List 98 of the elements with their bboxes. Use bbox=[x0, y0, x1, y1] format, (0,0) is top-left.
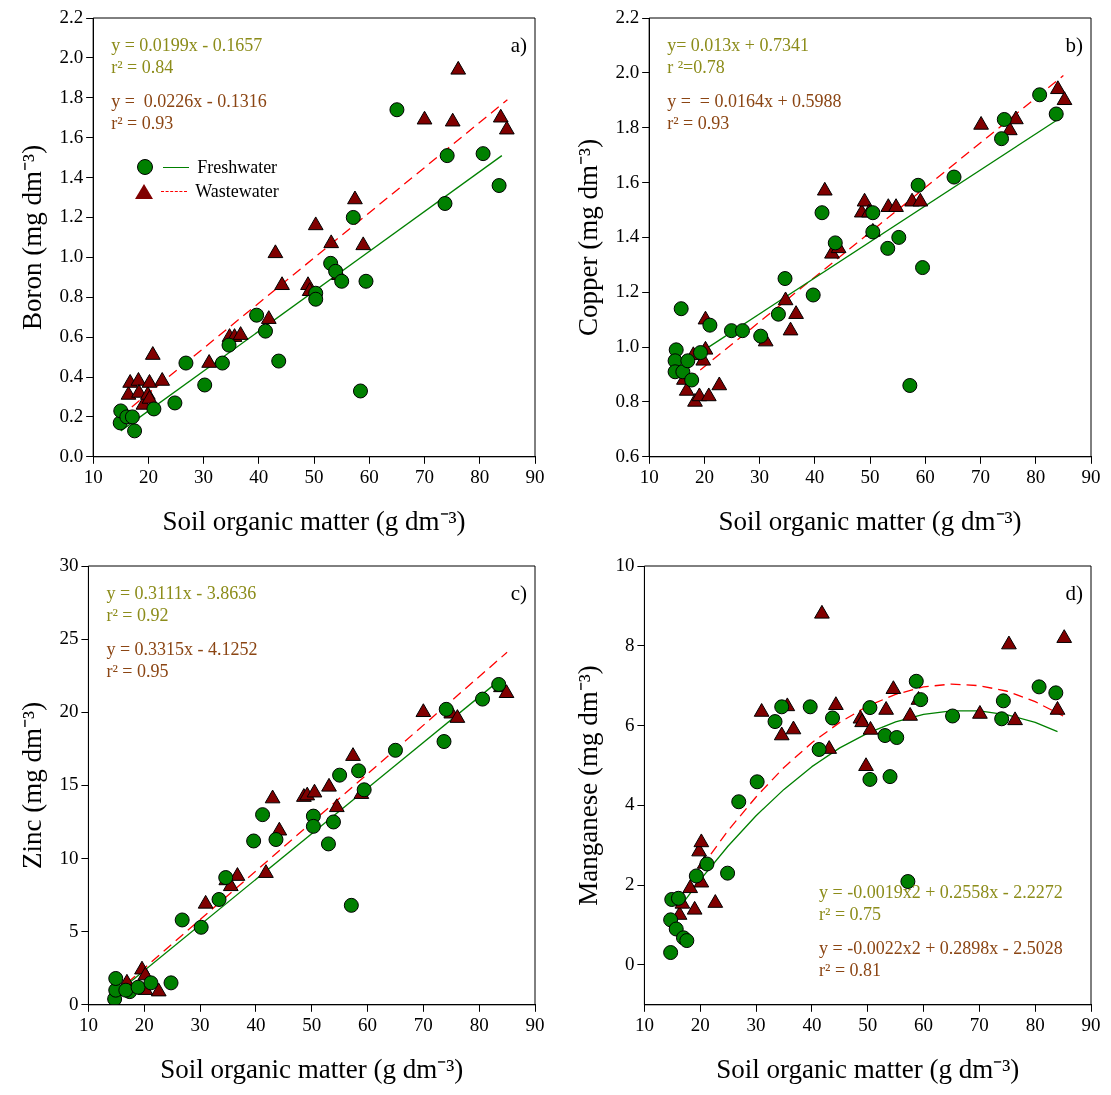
y-tick-label: 1.0 bbox=[59, 245, 84, 267]
x-tick-label: 40 bbox=[805, 466, 825, 488]
y-tick-label: 0 bbox=[624, 952, 635, 974]
x-tick-label: 30 bbox=[746, 1014, 766, 1036]
annotation: c) bbox=[510, 580, 527, 605]
y-tick-label: 15 bbox=[59, 773, 79, 795]
x-tick-label: 60 bbox=[358, 1014, 378, 1036]
annotation: y = = 0.0164x + 0.5988 bbox=[667, 90, 842, 111]
annotation: r² = 0.75 bbox=[819, 903, 882, 924]
y-tick-label: 0.6 bbox=[59, 325, 84, 347]
x-tick-label: 50 bbox=[860, 466, 880, 488]
y-tick-label: 5 bbox=[68, 919, 79, 941]
x-tick-label: 40 bbox=[802, 1014, 822, 1036]
y-axis-title: Zinc (mg dm⁻³) bbox=[17, 701, 48, 869]
y-tick-label: 25 bbox=[59, 627, 79, 649]
x-tick-label: 60 bbox=[914, 1014, 934, 1036]
x-axis-title: Soil organic matter (g dm⁻³) bbox=[162, 505, 466, 536]
x-tick-label: 80 bbox=[1025, 1014, 1045, 1036]
x-tick-label: 20 bbox=[690, 1014, 710, 1036]
x-tick-label: 70 bbox=[415, 466, 435, 488]
y-tick-label: 0.4 bbox=[59, 365, 84, 386]
y-tick-label: 10 bbox=[615, 553, 635, 575]
y-tick-label: 2.0 bbox=[59, 45, 84, 67]
y-tick-label: 2.2 bbox=[59, 5, 84, 27]
y-tick-label: 20 bbox=[59, 700, 79, 722]
x-tick-label: 40 bbox=[249, 466, 269, 488]
y-tick-label: 1.0 bbox=[615, 335, 640, 357]
x-axis-title: Soil organic matter (g dm⁻³) bbox=[718, 505, 1022, 536]
x-tick-label: 60 bbox=[915, 466, 935, 488]
y-tick-label: 1.8 bbox=[59, 85, 84, 107]
y-tick-label: 1.2 bbox=[615, 280, 640, 302]
y-tick-label: 0.2 bbox=[59, 404, 84, 426]
x-tick-label: 90 bbox=[525, 466, 545, 488]
y-tick-label: 2.2 bbox=[615, 5, 640, 27]
y-tick-label: 1.8 bbox=[615, 115, 640, 137]
y-tick-label: 4 bbox=[624, 793, 635, 815]
y-tick-label: 1.6 bbox=[615, 170, 640, 192]
y-tick-label: 0.8 bbox=[615, 389, 640, 411]
annotation: a) bbox=[510, 32, 527, 57]
annotation: r² = 0.81 bbox=[819, 959, 882, 980]
y-axis-title: Copper (mg dm⁻³) bbox=[573, 138, 604, 336]
annotation: r² = 0.93 bbox=[111, 112, 174, 133]
legend-label: Freshwater bbox=[197, 156, 278, 178]
x-tick-label: 50 bbox=[302, 1014, 322, 1036]
annotation: r² = 0.84 bbox=[111, 56, 174, 77]
y-axis-title: Boron (mg dm⁻³) bbox=[17, 144, 48, 330]
annotation: r ²=0.78 bbox=[667, 56, 725, 77]
annotation: y = 0.0199x - 0.1657 bbox=[111, 34, 263, 55]
x-tick-label: 70 bbox=[413, 1014, 433, 1036]
annotation: y = -0.0019x2 + 0.2558x - 2.2272 bbox=[819, 881, 1063, 902]
x-tick-label: 80 bbox=[1026, 466, 1046, 488]
annotation: r² = 0.92 bbox=[106, 604, 169, 625]
x-tick-label: 80 bbox=[470, 466, 490, 488]
x-tick-label: 20 bbox=[694, 466, 714, 488]
annotation: r² = 0.95 bbox=[106, 660, 169, 681]
y-tick-label: 1.4 bbox=[59, 165, 84, 187]
annotation: b) bbox=[1065, 32, 1083, 57]
x-tick-label: 60 bbox=[359, 466, 379, 488]
y-tick-label: 6 bbox=[624, 713, 635, 735]
x-tick-label: 10 bbox=[83, 466, 103, 488]
x-tick-label: 30 bbox=[750, 466, 770, 488]
y-tick-label: 0.8 bbox=[59, 285, 84, 307]
annotation: y = -0.0022x2 + 0.2898x - 2.5028 bbox=[819, 937, 1063, 958]
annotation: d) bbox=[1065, 580, 1083, 605]
x-tick-label: 10 bbox=[639, 466, 659, 488]
x-tick-label: 40 bbox=[246, 1014, 266, 1036]
y-tick-label: 10 bbox=[59, 846, 79, 868]
annotation: y = 0.0226x - 0.1316 bbox=[111, 90, 267, 111]
x-tick-label: 50 bbox=[858, 1014, 878, 1036]
y-tick-label: 0 bbox=[68, 992, 79, 1014]
y-tick-label: 1.2 bbox=[59, 205, 84, 227]
y-tick-label: 1.6 bbox=[59, 125, 84, 147]
x-tick-label: 70 bbox=[971, 466, 991, 488]
legend: Freshwater Wastewater bbox=[135, 155, 279, 204]
x-tick-label: 90 bbox=[1081, 1014, 1101, 1036]
y-tick-label: 2 bbox=[624, 873, 635, 895]
x-tick-label: 30 bbox=[190, 1014, 210, 1036]
x-axis-title: Soil organic matter (g dm⁻³) bbox=[160, 1053, 464, 1084]
x-tick-label: 70 bbox=[969, 1014, 989, 1036]
x-tick-label: 20 bbox=[134, 1014, 154, 1036]
x-axis-title: Soil organic matter (g dm⁻³) bbox=[716, 1053, 1020, 1084]
x-tick-label: 80 bbox=[469, 1014, 489, 1036]
y-tick-label: 0.0 bbox=[59, 444, 84, 466]
annotation: r² = 0.93 bbox=[667, 112, 730, 133]
x-tick-label: 50 bbox=[304, 466, 324, 488]
y-tick-label: 30 bbox=[59, 553, 79, 575]
annotation: y= 0.013x + 0.7341 bbox=[667, 34, 809, 55]
annotation: y = 0.3111x - 3.8636 bbox=[106, 582, 257, 603]
x-tick-label: 20 bbox=[138, 466, 158, 488]
x-tick-label: 90 bbox=[1081, 466, 1101, 488]
y-tick-label: 2.0 bbox=[615, 60, 640, 82]
y-axis-title: Manganese (mg dm⁻³) bbox=[573, 665, 604, 906]
x-tick-label: 30 bbox=[194, 466, 214, 488]
x-tick-label: 90 bbox=[525, 1014, 545, 1036]
annotation: y = 0.3315x - 4.1252 bbox=[106, 638, 258, 659]
y-tick-label: 1.4 bbox=[615, 225, 640, 247]
y-tick-label: 0.6 bbox=[615, 444, 640, 466]
y-tick-label: 8 bbox=[624, 633, 635, 655]
